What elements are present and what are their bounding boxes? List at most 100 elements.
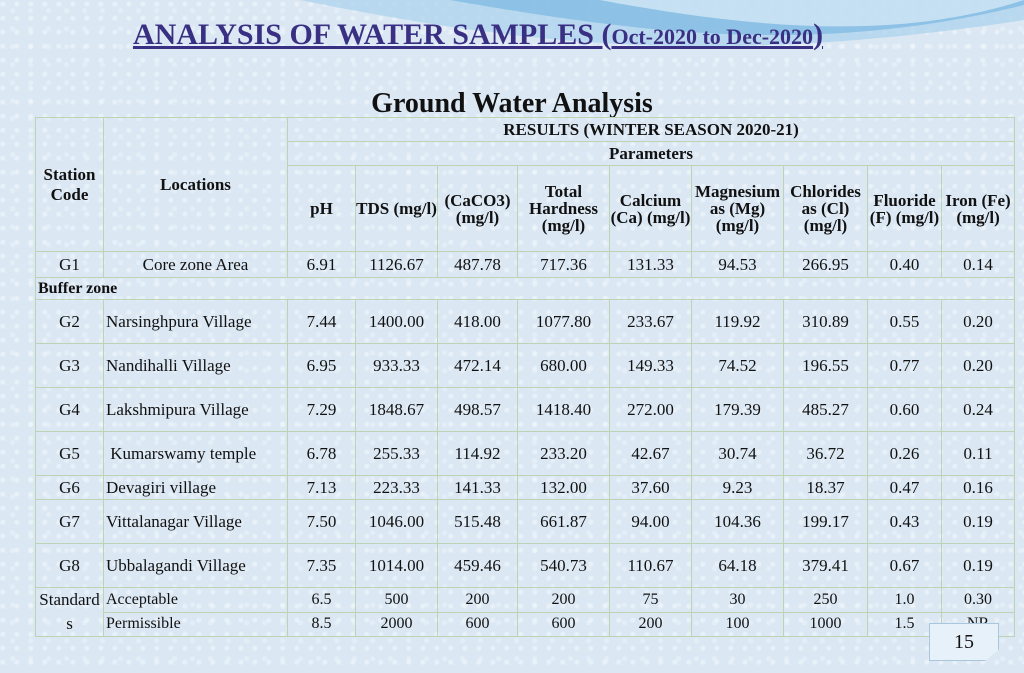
cell: 515.48 [437,499,518,544]
cell: 0.26 [867,431,942,476]
cell: 199.17 [783,499,868,544]
cell: 7.29 [287,387,356,432]
cell: 30.74 [691,431,784,476]
cell: 149.33 [609,343,692,388]
cell: 266.95 [783,251,868,278]
cell: 30 [691,587,784,613]
cell: 200 [609,611,692,637]
cell: 119.92 [691,299,784,344]
cell: 498.57 [437,387,518,432]
cell: 600 [437,611,518,637]
cell: 255.33 [355,431,438,476]
header-col: pH [287,165,356,252]
cell: 540.73 [517,543,610,588]
location: Vittalanagar Village [103,499,288,544]
standards-label: Standards [35,587,104,637]
cell: 36.72 [783,431,868,476]
cell: 110.67 [609,543,692,588]
cell: 717.36 [517,251,610,278]
cell: 6.95 [287,343,356,388]
cell: 933.33 [355,343,438,388]
station-code: G6 [35,475,104,500]
cell: 18.37 [783,475,868,500]
buffer-zone-label: Buffer zone [34,277,1016,300]
cell: 0.19 [940,543,1016,588]
cell: 0.77 [867,343,942,388]
title-close: ) [813,18,824,51]
station-code: G1 [35,251,104,278]
cell: 74.52 [691,343,784,388]
cell: 0.47 [867,475,942,500]
station-code: G5 [35,431,104,476]
header-col: Fluoride (F) (mg/l) [867,165,942,252]
table-row: G1 Core zone Area 6.91 1126.67 487.78 71… [35,251,1016,278]
cell: 1000 [783,611,868,637]
cell: 0.55 [867,299,942,344]
cell: 114.92 [437,431,518,476]
cell: 233.67 [609,299,692,344]
location: Lakshmipura Village [103,387,288,432]
table-row: G5 Kumarswamy temple 6.78 255.33 114.92 … [35,431,1016,476]
table-row: G2 Narsinghpura Village 7.44 1400.00 418… [35,299,1016,344]
table-row: G4 Lakshmipura Village 7.29 1848.67 498.… [35,387,1016,432]
cell: 200 [517,587,610,613]
location: Nandihalli Village [103,343,288,388]
header-col: (CaCO3) (mg/l) [437,165,518,252]
cell: 0.30 [940,587,1016,613]
header-wave-decoration [300,0,1024,47]
cell: 0.60 [867,387,942,432]
station-code: G7 [35,499,104,544]
header-col: Magnesium as (Mg) (mg/l) [691,165,784,252]
cell: 42.67 [609,431,692,476]
cell: 200 [437,587,518,613]
cell: 485.27 [783,387,868,432]
table-row: G3 Nandihalli Village 6.95 933.33 472.14… [35,343,1016,388]
header-locations: Locations [103,117,288,252]
cell: 0.67 [867,543,942,588]
cell: 459.46 [437,543,518,588]
standards-permissible-row: Permissible 8.5 2000 600 600 200 100 100… [36,611,1016,637]
cell: 661.87 [517,499,610,544]
cell: 1.0 [867,587,942,613]
location: Ubbalagandi Village [103,543,288,588]
title-date-range: Oct-2020 to Dec-2020 [611,24,814,49]
location: Narsinghpura Village [103,299,288,344]
cell: 250 [783,587,868,613]
cell: 310.89 [783,299,868,344]
cell: 600 [517,611,610,637]
cell: 6.78 [287,431,356,476]
header-col: Chlorides as (Cl) (mg/l) [783,165,868,252]
location: Devagiri village [103,475,288,500]
cell: 75 [609,587,692,613]
location: Core zone Area [103,251,288,278]
cell: 8.5 [287,611,356,637]
station-code: G4 [35,387,104,432]
slide-title: ANALYSIS OF WATER SAMPLES (Oct-2020 to D… [133,18,823,52]
cell: 418.00 [437,299,518,344]
cell: 141.33 [437,475,518,500]
cell: 223.33 [355,475,438,500]
cell: 0.14 [940,251,1016,278]
header-col: Calcium (Ca) (mg/l) [609,165,692,252]
table-row: G7 Vittalanagar Village 7.50 1046.00 515… [35,499,1016,544]
standards-acceptable-row: Standards Acceptable 6.5 500 200 200 75 … [35,587,1016,637]
cell: 1046.00 [355,499,438,544]
cell: 104.36 [691,499,784,544]
cell: 487.78 [437,251,518,278]
cell: 0.40 [867,251,942,278]
cell: 0.20 [940,299,1016,344]
header-parameters: Parameters [286,141,1016,166]
cell: 100 [691,611,784,637]
cell: 131.33 [609,251,692,278]
cell: 472.14 [437,343,518,388]
cell: 1126.67 [355,251,438,278]
cell: 7.44 [287,299,356,344]
header-station-code: Station Code [35,117,104,252]
cell: 64.18 [691,543,784,588]
cell: 7.35 [287,543,356,588]
cell: 179.39 [691,387,784,432]
cell: 2000 [355,611,438,637]
cell: 1848.67 [355,387,438,432]
header-results: RESULTS (WINTER SEASON 2020-21) [286,117,1016,142]
cell: 379.41 [783,543,868,588]
